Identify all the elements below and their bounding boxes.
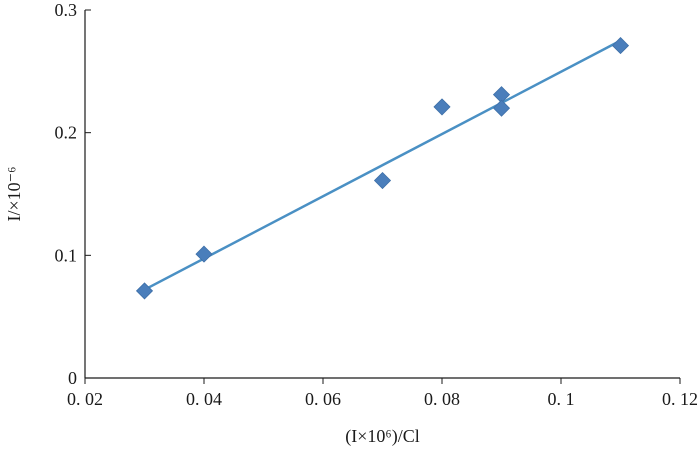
x-tick-label: 0. 06 (305, 389, 341, 409)
data-point (195, 245, 213, 263)
y-axis-title: I/×10⁻⁶ (4, 167, 24, 222)
data-point (492, 99, 511, 117)
axes (84, 10, 680, 379)
trendline-group (143, 39, 622, 291)
x-tick-label: 0. 08 (424, 389, 460, 409)
x-tick-label: 0. 02 (67, 389, 103, 409)
data-point (135, 282, 154, 300)
x-axis-title: (I×10⁶)/Cl (345, 426, 419, 447)
y-tick-label: 0.1 (55, 245, 78, 265)
y-tick-label: 0.2 (55, 123, 78, 143)
trendline (143, 39, 622, 291)
x-tick-label: 0. 04 (186, 389, 222, 409)
data-point (611, 37, 630, 55)
y-tick-label: 0.3 (55, 0, 78, 20)
data-point (433, 98, 451, 116)
x-ticks: 0. 02 0. 04 0. 06 0. 08 0. 1 0. 12 (67, 378, 698, 409)
x-tick-label: 0. 12 (662, 389, 698, 409)
x-tick-label: 0. 1 (548, 389, 575, 409)
y-ticks: 0 0.1 0.2 0.3 (55, 0, 91, 388)
y-tick-label: 0 (68, 368, 77, 388)
data-point (373, 171, 392, 190)
data-points (135, 37, 630, 300)
